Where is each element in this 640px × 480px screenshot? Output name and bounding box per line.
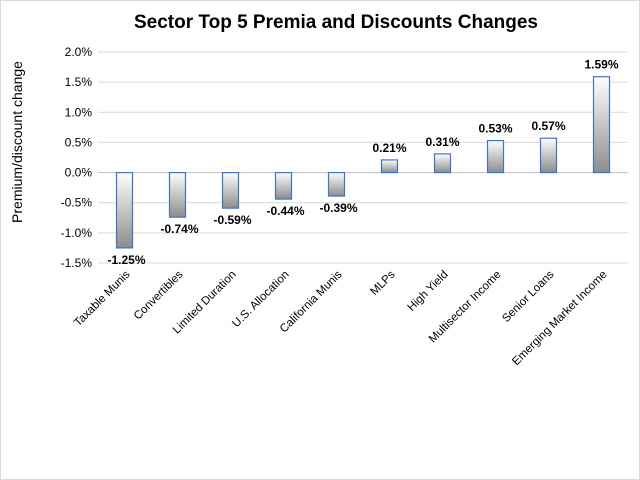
data-label: -0.39% <box>319 201 357 215</box>
x-tick-label: MLPs <box>368 268 397 297</box>
bar-high-yield <box>433 153 452 174</box>
y-axis-label: Premium/discount change <box>9 61 25 223</box>
data-label: -0.74% <box>160 222 198 236</box>
bar-taxable-munis <box>115 171 134 249</box>
y-tick-label: 0.0% <box>65 166 93 180</box>
data-label: 0.57% <box>531 119 565 133</box>
data-label: 0.31% <box>425 135 459 149</box>
x-tick-label: Convertibles <box>132 268 186 322</box>
y-tick-label: 1.0% <box>65 105 93 119</box>
data-label: 0.53% <box>478 122 512 136</box>
y-tick-label: 2.0% <box>65 45 93 59</box>
y-tick-label: -1.0% <box>61 226 93 240</box>
bar-senior-loans <box>539 137 558 174</box>
data-label: 1.59% <box>584 58 618 72</box>
y-tick-label: -1.5% <box>61 256 93 270</box>
y-tick-label: 0.5% <box>65 135 93 149</box>
x-tick-label: High Yield <box>406 269 451 314</box>
bar-california-munis <box>327 171 346 197</box>
x-tick-label: U.S. Allocation <box>230 269 291 330</box>
bar-u-s-allocation <box>274 171 293 200</box>
chart-title: Sector Top 5 Premia and Discounts Change… <box>134 12 538 33</box>
x-tick-label: Emerging Market Income <box>510 269 609 368</box>
bar-multisector-income <box>486 140 505 174</box>
bar-limited-duration <box>221 171 240 209</box>
bar-mlps <box>380 159 399 174</box>
data-label: -1.25% <box>107 253 145 267</box>
x-tick-label: Senior Loans <box>500 268 557 325</box>
data-label: -0.59% <box>213 213 251 227</box>
y-tick-label: 1.5% <box>65 75 93 89</box>
x-tick-label: Taxable Munis <box>72 268 133 329</box>
data-label: -0.44% <box>266 204 304 218</box>
y-tick-label: -0.5% <box>61 196 93 210</box>
bar-emerging-market-income <box>592 76 611 174</box>
bar-convertibles <box>168 171 187 218</box>
data-label: 0.21% <box>372 141 406 155</box>
